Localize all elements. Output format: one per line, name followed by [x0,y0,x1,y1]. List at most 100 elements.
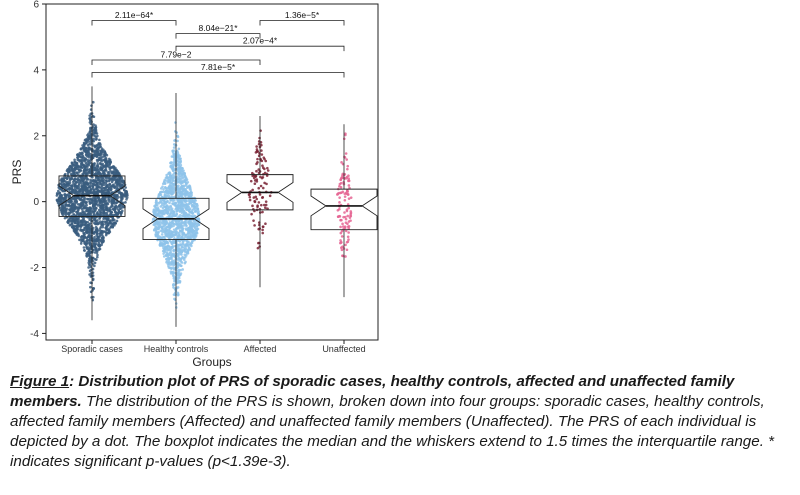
dot [103,158,106,161]
dot [180,191,184,194]
dot [193,233,197,237]
dot [105,211,109,215]
dot [170,211,174,215]
comparison-bracket [175,33,261,39]
dot [170,214,174,218]
dot [121,193,125,196]
dot [89,239,92,242]
dot [156,236,160,239]
dot [68,205,72,208]
dot [91,256,95,260]
dot [168,253,172,256]
dot [347,179,350,183]
dot [164,241,168,245]
dot [171,202,174,205]
dot [168,226,172,230]
dot [98,190,102,194]
dot [169,272,173,275]
dot [252,219,255,222]
y-tick-label: -2 [30,263,39,274]
notched-box-2 [226,174,294,211]
dot [87,153,90,157]
dot [111,184,115,187]
dot [107,191,110,194]
dot [78,224,82,228]
y-tick-label: 6 [33,0,39,11]
dot [76,209,80,213]
dot [339,231,343,235]
dot [74,177,77,181]
dot [93,257,97,261]
dot [82,178,86,182]
dot [179,260,183,263]
dot [173,154,177,158]
dot [172,161,175,164]
dot [183,235,187,239]
dot [88,222,91,226]
dot [165,258,168,261]
dot [343,211,346,214]
dot [111,217,115,221]
dot [349,211,353,215]
dot [72,171,75,175]
dot [160,201,164,205]
dot [68,199,72,203]
dot [256,205,259,209]
dot [153,222,156,226]
comparison-brackets: 2.11e−64* 1.36e−5* 8.04e−21* 2.07e−4* 7.79e−… [91,10,345,78]
dot [266,207,269,210]
dot [93,264,96,268]
dot [260,176,264,180]
dot [170,235,173,239]
dot [186,190,189,194]
dot [63,216,67,220]
dot [154,203,158,206]
dot [184,181,188,184]
dot [94,125,98,129]
dot [340,229,344,233]
dot [165,226,168,229]
dot [185,184,188,187]
dot [70,167,74,170]
dot [344,255,347,258]
dot [159,229,163,233]
dot [110,178,113,182]
dot [349,214,352,218]
dot [105,180,109,183]
dot [347,225,351,228]
dot [173,236,176,240]
dot [167,231,171,235]
dot [159,239,162,243]
dot [81,156,84,160]
dot [187,209,191,213]
dot [101,235,105,238]
dot [178,170,181,174]
dot [77,176,80,179]
dot [76,180,79,184]
dot [80,229,83,232]
dot [122,205,125,208]
dot [83,235,86,238]
dot [80,223,84,227]
dot [77,187,80,191]
dot [178,214,182,217]
dot [191,200,195,203]
dot [344,229,348,233]
dot [191,234,194,238]
dot [349,219,352,222]
dot [77,168,81,172]
dot [190,203,194,207]
dot [99,238,103,242]
dot [105,227,109,230]
dot [89,285,92,289]
dot [78,204,82,208]
dot [86,144,90,147]
dot [177,194,181,198]
notched-box-0 [58,175,126,217]
dot [161,243,164,247]
dot [192,219,196,223]
dot [100,182,103,186]
dot [168,245,171,249]
dot [176,234,180,237]
dot [88,242,92,245]
